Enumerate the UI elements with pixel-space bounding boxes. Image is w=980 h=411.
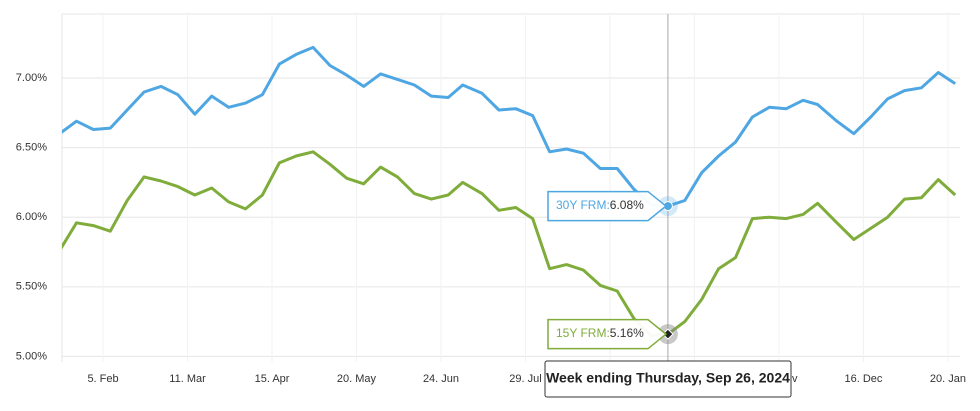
x-tick-label: 20. Jan: [930, 373, 966, 385]
x-tick-label: 20. May: [337, 373, 377, 385]
y-tick-label: 7.00%: [16, 72, 47, 84]
series-line: [62, 150, 957, 338]
series-tooltip: 15Y FRM:5.16%: [547, 318, 668, 350]
tooltip-label: 15Y FRM:: [556, 326, 610, 340]
x-tick-label: 16. Dec: [844, 373, 882, 385]
x-tooltip-box: [544, 360, 792, 398]
x-tooltip-title: Week ending Thursday, Sep 26, 2024: [546, 370, 790, 386]
tooltip-value: 5.16%: [610, 326, 644, 340]
tooltip-value: 6.08%: [610, 198, 644, 212]
plot-area: [62, 14, 960, 362]
tooltip-text: 30Y FRM:6.08%: [556, 198, 644, 212]
series-lines: [62, 45, 957, 338]
tooltip-label: 30Y FRM:: [556, 198, 610, 212]
series-tooltip: 30Y FRM:6.08%: [547, 190, 668, 222]
tooltip-box: [547, 190, 668, 222]
x-tick-label: 15. Apr: [255, 373, 290, 385]
y-tick-label: 6.50%: [16, 142, 47, 154]
x-tick-label: 5. Feb: [87, 373, 118, 385]
x-tick-label: 29. Jul: [509, 373, 541, 385]
x-tick-label: 11. Mar: [169, 373, 206, 385]
series-line: [62, 45, 957, 208]
tooltip-text: 15Y FRM:5.16%: [556, 326, 644, 340]
y-tick-label: 5.00%: [16, 350, 47, 362]
y-tick-label: 5.50%: [16, 281, 47, 293]
x-tick-label: 24. Jun: [423, 373, 459, 385]
tooltip-box: [547, 318, 668, 350]
y-tick-label: 6.00%: [16, 211, 47, 223]
